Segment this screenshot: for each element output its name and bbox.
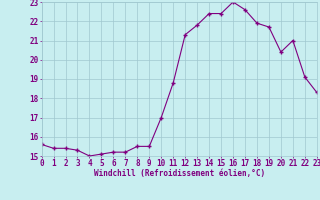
X-axis label: Windchill (Refroidissement éolien,°C): Windchill (Refroidissement éolien,°C) — [94, 169, 265, 178]
